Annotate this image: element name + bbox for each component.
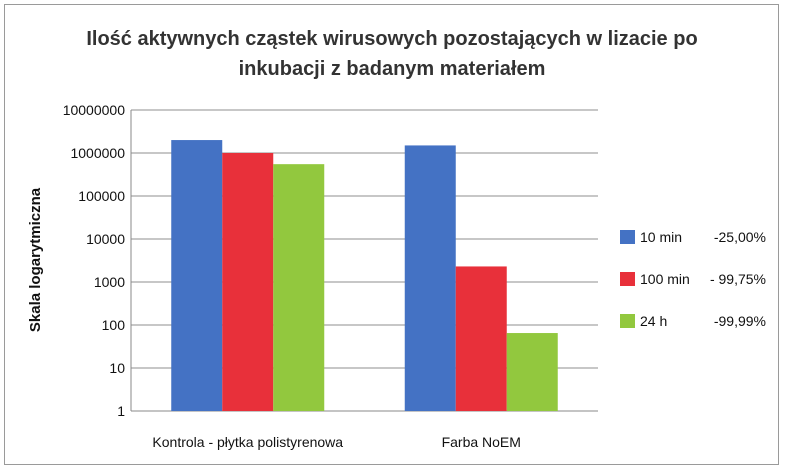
x-tick-label: Farba NoEM xyxy=(442,434,521,450)
legend-series-name: 24 h xyxy=(640,313,667,329)
legend-swatch xyxy=(620,272,635,286)
chart-frame xyxy=(4,4,779,465)
x-tick-labels: Kontrola - płytka polistyrenowa Farba NoE… xyxy=(152,434,521,450)
y-axis-label: Skala logarytmiczna xyxy=(27,187,44,332)
y-tick-label: 1 xyxy=(117,403,125,419)
bar-100-min-1 xyxy=(455,266,507,411)
y-tick-label: 10 xyxy=(109,360,125,376)
legend-series-percent: - 99,75% xyxy=(710,271,766,287)
y-tick-labels: 1 10 100 1000 10000 100000 1000000 10000000 xyxy=(63,102,126,419)
bar-10-min-1 xyxy=(404,145,456,411)
y-tick-label: 10000 xyxy=(86,231,125,247)
legend: 10 min -25,00% 100 min - 99,75% 24 h -99,99% xyxy=(620,229,766,329)
bar-10-min-0 xyxy=(171,140,223,411)
legend-series-name: 10 min xyxy=(640,229,682,245)
x-tick-label: Kontrola - płytka polistyrenowa xyxy=(152,434,343,450)
bar-24-h-0 xyxy=(273,164,325,411)
legend-series-name: 100 min xyxy=(640,271,690,287)
legend-series-percent: -25,00% xyxy=(714,229,766,245)
y-tick-label: 100000 xyxy=(78,188,125,204)
y-tick-label: 10000000 xyxy=(63,102,126,118)
bar-24-h-1 xyxy=(506,333,558,411)
legend-swatch xyxy=(620,314,635,328)
y-tick-label: 1000000 xyxy=(70,145,125,161)
legend-series-percent: -99,99% xyxy=(714,313,766,329)
legend-swatch xyxy=(620,230,635,244)
y-tick-label: 100 xyxy=(102,317,126,333)
chart-title-line-2: inkubacji z badanym materiałem xyxy=(239,58,546,80)
chart-title-line-1: Ilość aktywnych cząstek wirusowych pozos… xyxy=(86,28,697,50)
y-tick-label: 1000 xyxy=(94,274,125,290)
bar-100-min-0 xyxy=(222,153,274,411)
bars xyxy=(171,140,558,411)
